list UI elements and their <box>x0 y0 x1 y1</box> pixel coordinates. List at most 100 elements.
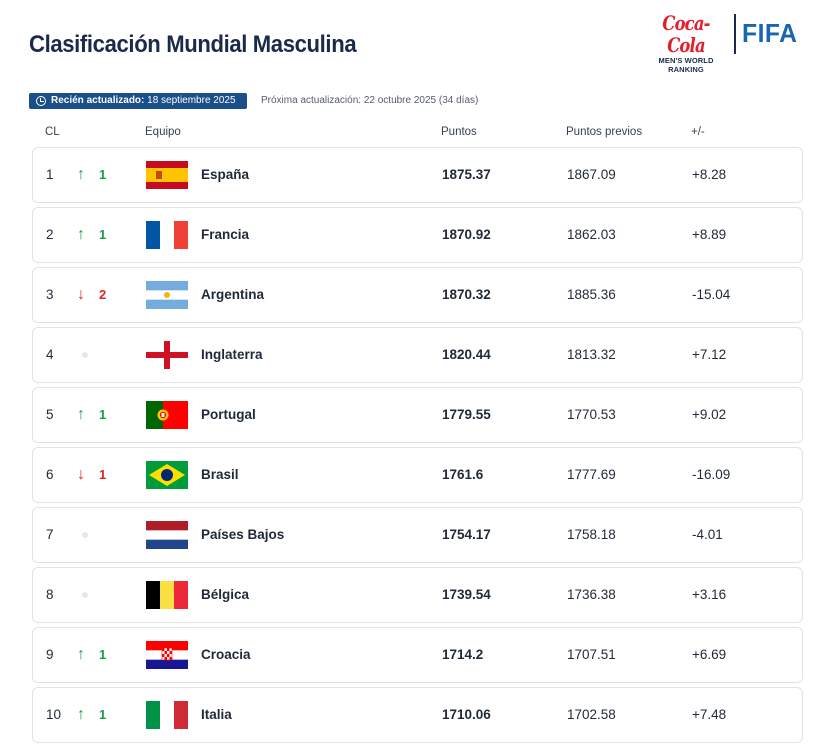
netherlands-flag <box>146 521 188 549</box>
team-name[interactable]: Inglaterra <box>201 347 263 362</box>
table-row[interactable]: 8 Bélgica 1739.54 1736.38 +3.16 <box>32 567 803 623</box>
points-value: 1739.54 <box>442 587 491 602</box>
rank-movement: ↑ 1 <box>77 208 113 262</box>
belgium-flag <box>146 581 188 609</box>
points-diff: +7.12 <box>692 347 727 362</box>
column-header-prev-points[interactable]: Puntos previos <box>566 126 643 138</box>
rank-movement: ↑ 1 <box>77 688 113 742</box>
points-value: 1714.2 <box>442 647 484 662</box>
prev-points-value: 1702.58 <box>567 707 616 722</box>
table-row[interactable]: 6 ↓ 1 Brasil 1761.6 1777.69 -16.09 <box>32 447 803 503</box>
france-flag <box>146 221 188 249</box>
table-row[interactable]: 4 Inglaterra 1820.44 1813.32 +7.12 <box>32 327 803 383</box>
points-value: 1870.92 <box>442 227 491 242</box>
points-diff: +9.02 <box>692 407 727 422</box>
team-name[interactable]: Portugal <box>201 407 256 422</box>
next-update-text: Próxima actualización: 22 octubre 2025 (… <box>261 95 479 106</box>
argentina-flag <box>146 281 188 309</box>
points-diff: +8.28 <box>692 167 727 182</box>
rank-change: 1 <box>99 167 107 182</box>
updated-badge: Recién actualizado: 18 septiembre 2025 <box>29 93 247 109</box>
table-row[interactable]: 7 Países Bajos 1754.17 1758.18 -4.01 <box>32 507 803 563</box>
fifa-logo: FIFA <box>742 18 798 48</box>
points-diff: +6.69 <box>692 647 727 662</box>
team-name[interactable]: Bélgica <box>201 587 250 602</box>
prev-points-value: 1813.32 <box>567 347 616 362</box>
rank-movement <box>77 508 113 562</box>
page-title: Clasificación Mundial Masculina <box>29 31 357 58</box>
brazil-flag <box>146 461 188 489</box>
updated-label: Recién actualizado: <box>51 95 145 106</box>
coca-cola-wordmark: Coca-Cola <box>662 11 710 57</box>
rank-number: 5 <box>46 407 54 422</box>
team-name[interactable]: Italia <box>201 707 232 722</box>
points-diff: -16.09 <box>692 467 731 482</box>
prev-points-value: 1736.38 <box>567 587 616 602</box>
rank-movement: ↑ 1 <box>77 148 113 202</box>
rank-change: 1 <box>99 407 107 422</box>
table-row[interactable]: 5 ↑ 1 Portugal 1779.55 1770.53 +9.02 <box>32 387 803 443</box>
italy-flag <box>146 701 188 729</box>
rank-movement: ↑ 1 <box>77 628 113 682</box>
points-value: 1779.55 <box>442 407 491 422</box>
points-diff: +7.48 <box>692 707 727 722</box>
table-row[interactable]: 3 ↓ 2 Argentina 1870.32 1885.36 -15.04 <box>32 267 803 323</box>
rank-number: 3 <box>46 287 54 302</box>
points-diff: -15.04 <box>692 287 731 302</box>
sponsor-logo: Coca-Cola MEN'S WORLD RANKING FIFA <box>648 12 810 74</box>
prev-points-value: 1862.03 <box>567 227 616 242</box>
rank-number: 10 <box>46 707 62 722</box>
rank-movement: ↓ 2 <box>77 268 113 322</box>
arrow-down-icon: ↓ <box>77 286 85 303</box>
england-flag <box>146 341 188 369</box>
table-row[interactable]: 9 ↑ 1 Croacia 1714.2 1707.51 +6.69 <box>32 627 803 683</box>
rank-movement: ↓ 1 <box>77 448 113 502</box>
team-name[interactable]: Países Bajos <box>201 527 285 542</box>
column-header-team[interactable]: Equipo <box>145 126 181 138</box>
portugal-flag <box>146 401 188 429</box>
clock-icon <box>36 96 46 106</box>
rank-movement <box>77 568 113 622</box>
team-name[interactable]: España <box>201 167 250 182</box>
rank-change: 1 <box>99 647 107 662</box>
team-name[interactable]: Croacia <box>201 647 251 662</box>
rank-change: 1 <box>99 467 107 482</box>
no-change-dot-icon <box>82 532 88 538</box>
no-change-dot-icon <box>82 352 88 358</box>
team-name[interactable]: Brasil <box>201 467 239 482</box>
team-name[interactable]: Francia <box>201 227 250 242</box>
ranking-label-line2: RANKING <box>668 65 704 74</box>
rank-movement: ↑ 1 <box>77 388 113 442</box>
arrow-up-icon: ↑ <box>77 226 85 243</box>
points-value: 1820.44 <box>442 347 491 362</box>
rank-change: 1 <box>99 707 107 722</box>
rank-number: 9 <box>46 647 54 662</box>
points-diff: -4.01 <box>692 527 723 542</box>
table-row[interactable]: 1 ↑ 1 España 1875.37 1867.09 +8.28 <box>32 147 803 203</box>
column-header-diff[interactable]: +/- <box>691 126 705 138</box>
rank-number: 2 <box>46 227 54 242</box>
team-name[interactable]: Argentina <box>201 287 265 302</box>
table-row[interactable]: 10 ↑ 1 Italia 1710.06 1702.58 +7.48 <box>32 687 803 743</box>
column-header-points[interactable]: Puntos <box>441 126 477 138</box>
arrow-up-icon: ↑ <box>77 406 85 423</box>
brand-divider <box>734 14 736 54</box>
points-value: 1875.37 <box>442 167 491 182</box>
points-value: 1761.6 <box>442 467 484 482</box>
rank-number: 7 <box>46 527 54 542</box>
column-header-rank[interactable]: CL <box>45 126 60 138</box>
prev-points-value: 1867.09 <box>567 167 616 182</box>
arrow-down-icon: ↓ <box>77 466 85 483</box>
prev-points-value: 1777.69 <box>567 467 616 482</box>
no-change-dot-icon <box>82 592 88 598</box>
prev-points-value: 1885.36 <box>567 287 616 302</box>
spain-flag <box>146 161 188 189</box>
rank-number: 1 <box>46 167 54 182</box>
prev-points-value: 1758.18 <box>567 527 616 542</box>
rank-number: 6 <box>46 467 54 482</box>
coca-cola-logo: Coca-Cola MEN'S WORLD RANKING <box>648 12 724 74</box>
rank-number: 4 <box>46 347 54 362</box>
prev-points-value: 1707.51 <box>567 647 616 662</box>
table-row[interactable]: 2 ↑ 1 Francia 1870.92 1862.03 +8.89 <box>32 207 803 263</box>
updated-date: 18 septiembre 2025 <box>147 95 236 106</box>
